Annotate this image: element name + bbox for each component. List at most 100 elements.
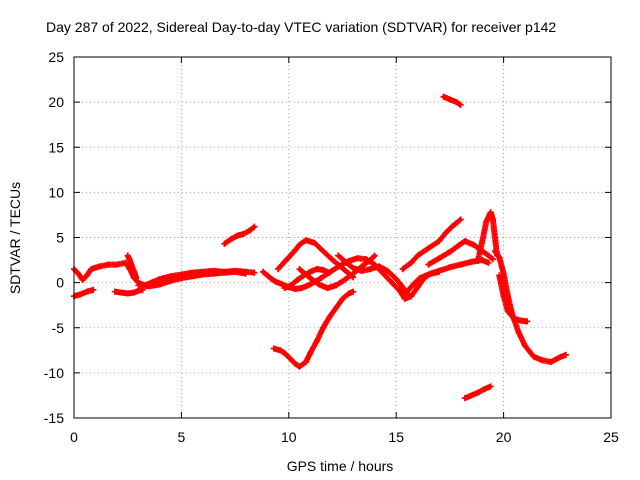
series-arc-5: [135, 268, 249, 290]
data-point: [118, 289, 125, 296]
data-point: [300, 272, 307, 279]
data-point: [128, 263, 135, 270]
y-tick-label: 25: [48, 49, 64, 65]
data-point: [320, 248, 327, 255]
series-arc-17: [461, 383, 494, 402]
series-markers: [260, 255, 492, 302]
data-point: [485, 259, 492, 266]
data-point: [333, 304, 340, 311]
data-point: [131, 268, 138, 275]
series-markers: [496, 272, 531, 325]
data-point: [292, 247, 299, 254]
data-point: [251, 269, 258, 276]
data-point: [414, 284, 421, 291]
data-point: [287, 282, 294, 289]
data-point: [461, 238, 468, 245]
data-point: [296, 241, 303, 248]
x-tick-label: 10: [281, 429, 297, 445]
data-point: [492, 234, 499, 241]
plot-frame: [73, 56, 612, 419]
data-point: [126, 257, 133, 264]
data-point: [146, 283, 153, 290]
data-point: [79, 276, 86, 283]
data-point: [547, 359, 554, 366]
data-point: [474, 389, 481, 396]
data-point: [504, 308, 511, 315]
data-point: [135, 287, 142, 294]
data-point: [270, 345, 277, 352]
data-point: [285, 254, 292, 261]
data-point: [425, 271, 432, 278]
data-point: [496, 272, 503, 279]
data-point: [341, 276, 348, 283]
data-point: [496, 254, 503, 261]
data-point: [530, 353, 537, 360]
data-point: [440, 93, 447, 100]
data-point: [77, 291, 84, 298]
data-point: [292, 360, 299, 367]
data-point: [83, 288, 90, 295]
series-arc-4: [124, 252, 140, 282]
data-point: [335, 252, 342, 259]
data-point: [307, 281, 314, 288]
data-point: [414, 252, 421, 259]
data-point: [345, 290, 352, 297]
data-point: [446, 248, 453, 255]
data-point: [416, 275, 423, 282]
data-point: [408, 293, 415, 300]
data-point: [339, 295, 346, 302]
data-point: [350, 270, 357, 277]
data-point: [277, 347, 284, 354]
data-point: [296, 363, 303, 370]
data-point: [318, 275, 325, 282]
data-point: [483, 218, 490, 225]
data-point: [275, 266, 282, 273]
data-point: [350, 265, 357, 272]
x-tick-label: 20: [496, 429, 512, 445]
data-point: [287, 356, 294, 363]
data-point: [313, 266, 320, 273]
data-point: [199, 271, 206, 278]
data-point: [453, 220, 460, 227]
data-point: [367, 257, 374, 264]
data-point: [358, 267, 365, 274]
data-point: [294, 276, 301, 283]
data-point: [88, 266, 95, 273]
data-point: [240, 230, 247, 237]
data-point: [500, 293, 507, 300]
series-arc-12: [403, 268, 443, 295]
data-point: [210, 270, 217, 277]
data-point: [376, 263, 383, 270]
data-point: [232, 268, 239, 275]
y-tick-label: -10: [44, 365, 64, 381]
data-point: [371, 252, 378, 259]
data-point: [487, 209, 494, 216]
y-tick-label: 10: [48, 184, 64, 200]
data-point: [399, 284, 406, 291]
data-point: [524, 318, 531, 325]
x-tick-label: 25: [603, 429, 619, 445]
data-point: [279, 281, 286, 288]
series-markers: [270, 288, 357, 370]
data-point: [384, 267, 391, 274]
data-point: [556, 354, 563, 361]
data-point: [260, 268, 267, 275]
data-point: [302, 359, 309, 366]
x-tick-label: 0: [70, 429, 78, 445]
data-point: [562, 351, 569, 358]
data-point: [135, 282, 142, 289]
y-tick-label: -5: [52, 320, 65, 336]
data-point: [296, 266, 303, 273]
axis-ticks: 0 5 10 15 20 25 -15 -10 -5 0 5 10 15 20 25: [44, 49, 619, 445]
data-point: [399, 266, 406, 273]
series-arc-8: [275, 237, 357, 281]
x-axis-label: GPS time / hours: [287, 458, 394, 474]
data-point: [457, 261, 464, 268]
data-point: [354, 255, 361, 262]
grid-lines: [74, 57, 611, 418]
data-point: [133, 275, 140, 282]
chart-title: Day 287 of 2022, Sidereal Day-to-day VTE…: [46, 19, 556, 35]
data-point: [446, 264, 453, 271]
data-point: [487, 383, 494, 390]
data-point: [457, 101, 464, 108]
